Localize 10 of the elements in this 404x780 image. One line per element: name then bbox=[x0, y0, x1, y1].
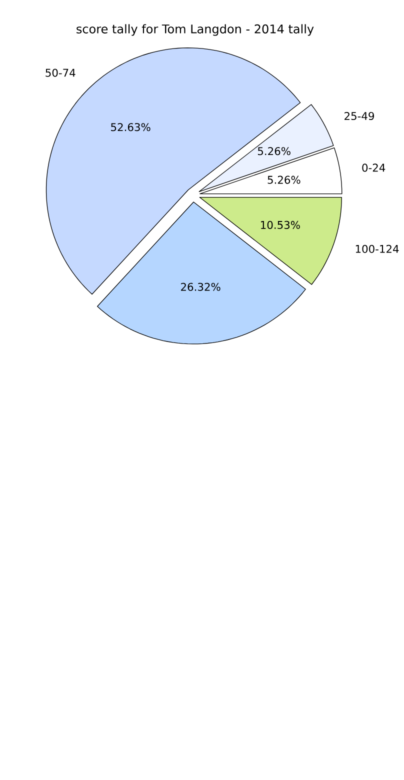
slice-label: 50-74 bbox=[46, 68, 76, 77]
data-label: 5.26% bbox=[258, 147, 291, 156]
data-label: 52.63% bbox=[111, 123, 150, 132]
slice-label: 25-49 bbox=[344, 112, 374, 120]
slice-label: 100-124 bbox=[356, 244, 399, 253]
slice-label: 0-24 bbox=[362, 164, 386, 172]
data-label: 10.53% bbox=[261, 220, 300, 229]
data-label: 26.32% bbox=[181, 282, 220, 291]
chart-title: score tally for Tom Langdon - 2014 tally bbox=[76, 24, 314, 36]
data-label: 5.26% bbox=[268, 176, 300, 184]
